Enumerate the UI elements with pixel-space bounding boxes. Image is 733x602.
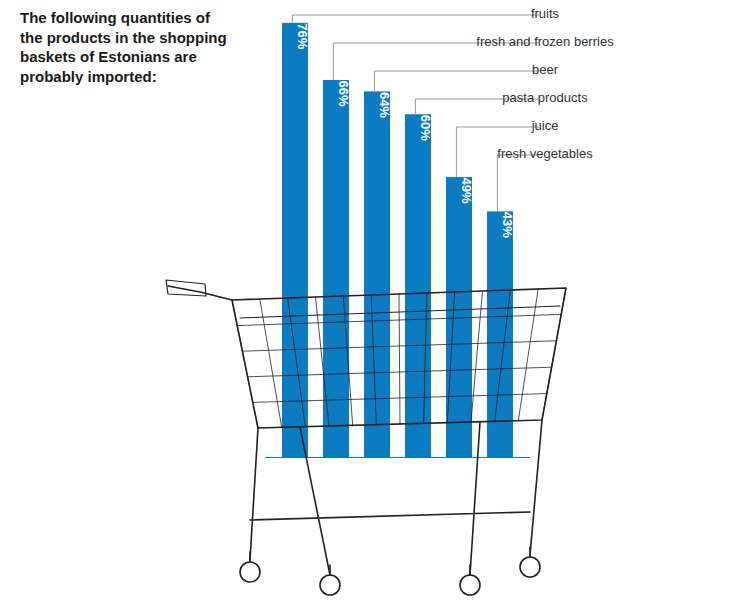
html-text:The following quantities of th: The following quantities of the products…	[20, 9, 227, 85]
svg-text:64%: 64%	[377, 92, 392, 118]
svg-text:76%: 76%	[295, 23, 310, 49]
svg-text:beer: beer	[532, 62, 559, 77]
svg-text:fresh vegetables: fresh vegetables	[497, 146, 593, 161]
svg-text:fresh and frozen berries: fresh and frozen berries	[476, 34, 614, 49]
svg-text:66%: 66%	[336, 80, 351, 106]
svg-text:pasta products: pasta products	[502, 90, 588, 105]
svg-text:juice: juice	[531, 118, 559, 133]
svg-text:49%: 49%	[459, 178, 474, 204]
svg-text:fruits: fruits	[531, 6, 560, 21]
svg-text:43%: 43%	[500, 212, 515, 238]
svg-text:60%: 60%	[418, 115, 433, 141]
